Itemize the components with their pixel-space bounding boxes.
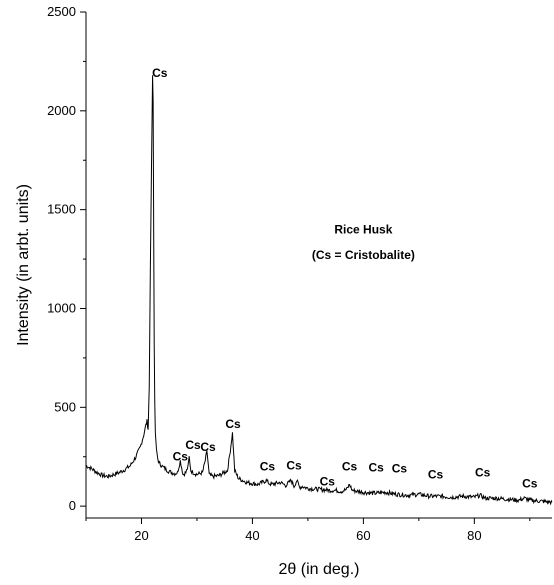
y-tick-label: 500	[54, 399, 76, 414]
x-tick-label: 80	[467, 528, 481, 543]
peak-label-cs: Cs	[522, 476, 538, 490]
x-tick-label: 20	[134, 528, 148, 543]
y-tick-label: 2500	[47, 4, 76, 19]
y-tick-label: 1500	[47, 202, 76, 217]
y-tick-label: 1000	[47, 300, 76, 315]
peak-label-cs: Cs	[392, 462, 408, 476]
axes-layer: 20 40 60 80 0 500 1000 1500 2000 2500	[47, 4, 552, 543]
peak-label-cs: Cs	[200, 440, 216, 454]
y-axis-title: Intensity (in arbt. units)	[15, 184, 32, 346]
peak-label-cs: Cs	[173, 450, 189, 464]
x-tick-label: 60	[356, 528, 370, 543]
series-layer	[85, 75, 553, 506]
peak-label-cs: Cs	[428, 467, 444, 481]
peak-label-cs: Cs	[260, 460, 276, 474]
peak-label-cs: Cs	[152, 66, 168, 80]
peak-label-cs: Cs	[342, 460, 358, 474]
y-tick-label: 2000	[47, 103, 76, 118]
peak-label-cs: Cs	[320, 474, 336, 488]
x-tick-label: 40	[245, 528, 259, 543]
sample-annotation: Rice Husk	[334, 222, 392, 236]
xrd-pattern-line	[85, 75, 553, 506]
peak-label-cs: Cs	[225, 417, 241, 431]
legend-annotation: (Cs = Cristobalite)	[312, 248, 415, 262]
peak-label-cs: Cs	[185, 438, 201, 452]
peak-label-cs: Cs	[475, 465, 491, 479]
y-tick-label: 0	[69, 498, 76, 513]
peak-label-cs: Cs	[368, 461, 384, 475]
peak-label-cs: Cs	[286, 459, 302, 473]
x-axis-title: 2θ (in deg.)	[279, 561, 360, 578]
